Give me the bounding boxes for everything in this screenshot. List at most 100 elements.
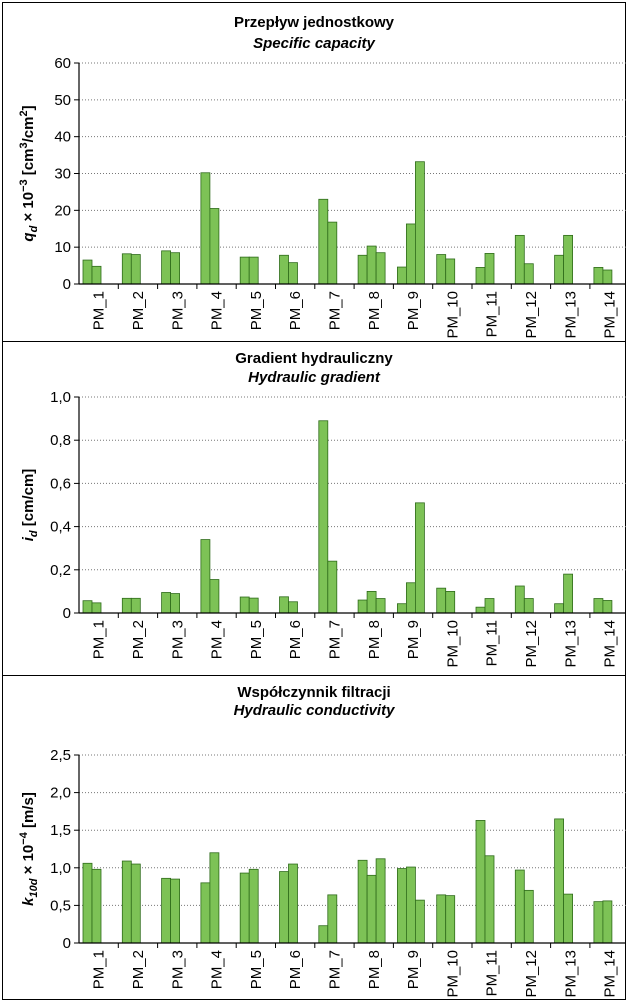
bar — [130, 597, 141, 614]
bar — [209, 579, 220, 614]
x-tick-label: PM_6 — [287, 620, 304, 659]
y-axis-label: qd × 10−3 [cm3/cm2] — [18, 105, 40, 241]
bar — [514, 869, 525, 944]
y-tick-label: 30 — [54, 166, 71, 183]
chart-subtitle: Hydraulic conductivity — [234, 702, 396, 719]
x-tick-label: PM_3 — [169, 620, 186, 659]
y-tick-label: 2,0 — [50, 785, 71, 802]
bar — [161, 877, 172, 944]
bar — [475, 267, 486, 285]
bar — [375, 858, 386, 944]
bar — [82, 862, 93, 944]
bar — [366, 874, 377, 944]
x-tick-label: PM_7 — [326, 291, 343, 330]
y-tick-label: 1,5 — [50, 822, 71, 839]
x-tick-label: PM_5 — [248, 620, 265, 659]
bar — [396, 868, 407, 944]
chart-title: Przepływ jednostkowy — [234, 14, 395, 31]
x-tick-label: PM_6 — [287, 950, 304, 989]
x-tick-label: PM_2 — [130, 291, 147, 330]
y-axis-label: id [cm/cm] — [20, 469, 40, 542]
y-axis-label: k10d × 10−4 [m/s] — [18, 792, 40, 906]
x-tick-label: PM_3 — [169, 950, 186, 989]
y-tick-label: 0,5 — [50, 897, 71, 914]
bar — [554, 254, 564, 285]
y-tick-label: 1,0 — [50, 389, 71, 406]
x-tick-label: PM_7 — [326, 620, 343, 659]
bar — [554, 818, 564, 944]
x-tick-label: PM_13 — [562, 950, 579, 998]
x-tick-label: PM_3 — [169, 291, 186, 330]
x-tick-label: PM_5 — [248, 291, 265, 330]
bar — [563, 573, 573, 614]
bar — [248, 868, 259, 944]
bar — [318, 198, 329, 285]
y-tick-label: 0,6 — [50, 475, 71, 492]
y-tick-label: 10 — [54, 239, 71, 256]
bar — [514, 234, 525, 285]
chart-hydraulic-gradient: Gradient hydrauliczny Hydraulic gradient 0… — [20, 350, 626, 668]
x-tick-label: PM_13 — [562, 620, 579, 668]
y-tick-label: 0 — [63, 276, 71, 293]
y-tick-label: 0,2 — [50, 562, 71, 579]
x-tick-label: PM_7 — [326, 950, 343, 989]
bar — [170, 252, 181, 285]
bar — [209, 208, 220, 285]
bar — [523, 598, 534, 614]
y-tick-label: 20 — [54, 202, 71, 219]
bar — [170, 593, 181, 614]
bar — [396, 266, 407, 285]
y-tick-label: 0,8 — [50, 432, 71, 449]
x-tick-label: PM_1 — [91, 291, 108, 330]
x-tick-label: PM_1 — [91, 620, 108, 659]
bar — [357, 859, 368, 944]
bar — [248, 256, 259, 285]
y-tick-label: 2,5 — [50, 747, 71, 764]
bar — [484, 855, 495, 944]
bar — [239, 256, 250, 285]
bar — [91, 265, 102, 285]
chart-title: Gradient hydrauliczny — [235, 350, 393, 367]
bar — [121, 860, 132, 944]
bar — [414, 502, 425, 614]
y-tick-label: 0 — [63, 935, 71, 952]
x-tick-label: PM_9 — [405, 291, 422, 330]
bar — [279, 254, 289, 285]
bar — [318, 925, 329, 944]
chart-specific-capacity: Przepływ jednostkowy Specific capacity 0 10… — [18, 14, 626, 339]
bar — [602, 600, 613, 614]
y-tick-label: 60 — [54, 55, 71, 72]
bar — [514, 585, 525, 614]
x-tick-label: PM_5 — [248, 950, 265, 989]
bar — [161, 592, 172, 614]
y-tick-label: 50 — [54, 92, 71, 109]
x-tick-label: PM_8 — [366, 291, 383, 330]
y-tick-label: 0,4 — [50, 519, 71, 536]
bar — [554, 603, 564, 614]
bar — [484, 253, 495, 285]
bar — [593, 901, 604, 944]
x-tick-label: PM_9 — [405, 620, 422, 659]
bar — [170, 878, 181, 944]
x-tick-label: PM_11 — [484, 291, 501, 337]
bar — [130, 254, 141, 285]
bar — [366, 245, 377, 285]
bar — [121, 253, 132, 285]
bar — [602, 269, 613, 285]
x-tick-label: PM_10 — [444, 620, 461, 668]
bar — [405, 866, 416, 944]
bar — [445, 895, 456, 944]
bar — [200, 882, 211, 944]
bar — [200, 172, 211, 285]
bar — [82, 600, 93, 614]
bar — [523, 889, 534, 944]
chart-title: Współczynnik filtracji — [237, 684, 390, 701]
bar — [563, 893, 573, 944]
bar — [602, 900, 613, 944]
bar — [288, 863, 298, 944]
bar — [405, 582, 416, 614]
x-tick-label: PM_4 — [209, 291, 226, 330]
bar — [327, 894, 338, 944]
